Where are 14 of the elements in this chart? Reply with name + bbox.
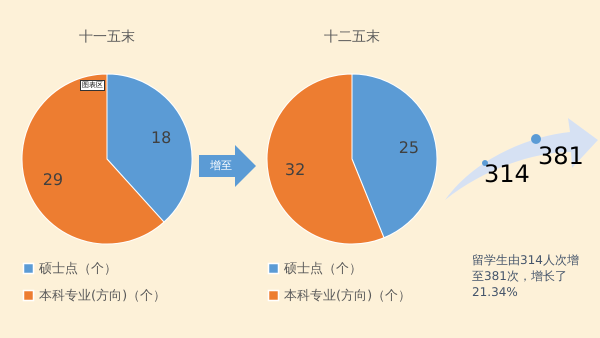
- chart-title: 十二五末: [324, 29, 380, 45]
- data-label: 25: [398, 138, 420, 157]
- text: 留学生由314人次增至381次，增长了21.34%: [472, 252, 580, 300]
- data-label: 18: [150, 128, 172, 148]
- legend-label: 硕士点（个）: [38, 262, 117, 276]
- legend-label: 硕士点（个）: [283, 262, 362, 276]
- data-label: 32: [284, 160, 306, 180]
- text: 314: [484, 160, 530, 188]
- data-label: 29: [42, 170, 64, 189]
- chart-title: 十一五末: [79, 29, 135, 45]
- legend-label: 本科专业(方向)（个）: [284, 288, 412, 304]
- text: 增至: [210, 158, 232, 173]
- legend-label: 本科专业(方向)（个）: [39, 288, 166, 304]
- text: 381: [538, 142, 584, 170]
